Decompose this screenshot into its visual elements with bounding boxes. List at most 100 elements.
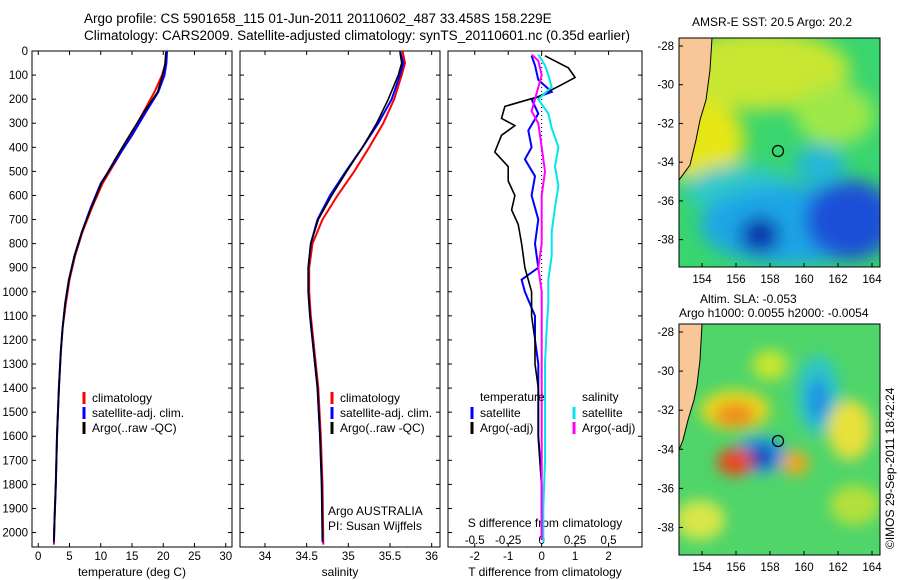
map-lon-label: 164 — [862, 562, 882, 574]
annotation-text: Argo AUSTRALIA — [328, 504, 423, 518]
legend-label: Argo(..raw -QC) — [340, 421, 425, 435]
depth-tick-label: 100 — [9, 70, 28, 82]
x-tick-label: -2 — [470, 551, 480, 563]
sla-map-title-2: Argo h1000: 0.0055 h2000: -0.0054 — [679, 306, 869, 320]
legend-label: satellite — [582, 406, 623, 420]
top-x-tick-label: 0.5 — [601, 535, 617, 547]
sst-map — [679, 38, 880, 267]
depth-tick-label: 600 — [9, 190, 28, 202]
series-line-argo-raw-qc- — [307, 52, 403, 540]
depth-tick-label: 1200 — [2, 335, 28, 347]
top-x-tick-label: 0.25 — [564, 535, 586, 547]
legend-label: satellite-adj. clim. — [340, 406, 432, 420]
map-lon-label: 154 — [692, 562, 712, 574]
depth-tick-label: 1400 — [2, 383, 28, 395]
series-line-argo-raw-qc- — [53, 52, 167, 540]
x-tick-label: 0 — [538, 551, 544, 563]
depth-tick-label: 200 — [9, 94, 28, 106]
map-lat-label: -34 — [657, 157, 674, 169]
map-lon-label: 162 — [828, 562, 847, 574]
x-tick-label: 25 — [188, 551, 201, 563]
x-tick-label: 0 — [35, 551, 41, 563]
imos-timestamp: ©IMOS 29-Sep-2011 18:42:24 — [883, 387, 897, 549]
map-lon-label: 160 — [794, 562, 813, 574]
map-lat-label: -38 — [657, 522, 674, 534]
map-lon-label: 158 — [760, 274, 779, 286]
map-lon-label: 162 — [828, 274, 847, 286]
series-line-salinity-satellite — [536, 54, 560, 543]
map-lat-label: -32 — [657, 118, 674, 130]
annotation-text: PI: Susan Wijffels — [328, 519, 422, 533]
map-lat-label: -28 — [657, 327, 674, 339]
legend-heading: temperature — [480, 390, 545, 404]
sla-map — [679, 324, 880, 555]
header-title-line2: Climatology: CARS2009. Satellite-adjuste… — [84, 28, 631, 43]
x-tick-label: 10 — [94, 551, 107, 563]
legend-label: Argo(-adj) — [480, 421, 533, 435]
x-tick-label: 34 — [259, 551, 272, 563]
sla-map-title-1: Altim. SLA: -0.053 — [700, 292, 797, 306]
depth-tick-label: 800 — [9, 239, 28, 251]
map-lat-label: -36 — [657, 483, 674, 495]
depth-tick-label: 300 — [9, 118, 28, 130]
legend-label: satellite-adj. clim. — [92, 406, 184, 420]
depth-tick-label: 1000 — [2, 287, 28, 299]
depth-tick-label: 2000 — [2, 528, 28, 540]
depth-tick-label: 1800 — [2, 479, 28, 491]
map-lat-label: -30 — [657, 366, 674, 378]
map-lat-label: -30 — [657, 80, 674, 92]
x-tick-label: 2 — [605, 551, 611, 563]
sst-map-title: AMSR-E SST: 20.5 Argo: 20.2 — [692, 15, 853, 29]
x-axis-label: temperature (deg C) — [78, 565, 186, 579]
legend-label: climatology — [340, 391, 400, 405]
map-lat-label: -32 — [657, 405, 674, 417]
depth-tick-label: 1500 — [2, 407, 28, 419]
legend-label: Argo(-adj) — [582, 421, 635, 435]
map-lon-label: 164 — [862, 274, 882, 286]
top-x-tick-label: 0 — [538, 535, 544, 547]
depth-tick-label: 1100 — [3, 311, 28, 323]
depth-tick-label: 1900 — [2, 503, 28, 515]
depth-tick-label: 1700 — [2, 455, 28, 467]
legend-label: satellite — [480, 406, 521, 420]
x-tick-label: 20 — [157, 551, 170, 563]
x-tick-label: 30 — [219, 551, 232, 563]
map-lon-label: 156 — [726, 562, 745, 574]
x-tick-label: 35 — [342, 551, 355, 563]
x-tick-label: -1 — [503, 551, 513, 563]
x-tick-label: 5 — [66, 551, 72, 563]
argo-location-marker — [771, 144, 785, 158]
plot-frame-temperature — [31, 50, 233, 548]
depth-tick-label: 900 — [9, 263, 28, 275]
x-axis-label: T difference from climatology — [468, 565, 622, 579]
legend-heading: salinity — [582, 390, 619, 404]
argo-location-marker-sla — [771, 434, 785, 448]
x-axis-label: salinity — [322, 565, 359, 579]
top-x-tick-label: -0.5 — [465, 535, 485, 547]
x-tick-label: 35.5 — [379, 551, 401, 563]
legend-label: climatology — [92, 391, 152, 405]
depth-tick-label: 1300 — [2, 359, 28, 371]
depth-tick-label: 1600 — [2, 431, 28, 443]
map-lat-label: -28 — [657, 41, 674, 53]
x-tick-label: 1 — [572, 551, 578, 563]
series-line-temperature-argo-adj- — [493, 55, 577, 540]
map-lon-label: 154 — [692, 274, 712, 286]
header-title-line1: Argo profile: CS 5901658_115 01-Jun-2011… — [84, 11, 552, 26]
map-lon-label: 158 — [760, 562, 779, 574]
series-line-salinity-argo-adj- — [530, 53, 547, 540]
depth-tick-label: 400 — [9, 142, 28, 154]
depth-tick-label: 500 — [9, 166, 28, 178]
depth-tick-label: 700 — [9, 215, 28, 227]
plot-frame-salinity — [239, 50, 441, 548]
depth-tick-label: 0 — [22, 46, 28, 58]
top-x-tick-label: -0.25 — [495, 535, 521, 547]
x-tick-label: 34.5 — [295, 551, 317, 563]
legend-label: Argo(..raw -QC) — [92, 421, 177, 435]
map-lat-label: -36 — [657, 196, 674, 208]
top-x-axis-label: S difference from climatology — [468, 516, 623, 530]
map-lat-label: -38 — [657, 235, 674, 247]
map-lon-label: 156 — [726, 274, 745, 286]
x-tick-label: 15 — [126, 551, 139, 563]
